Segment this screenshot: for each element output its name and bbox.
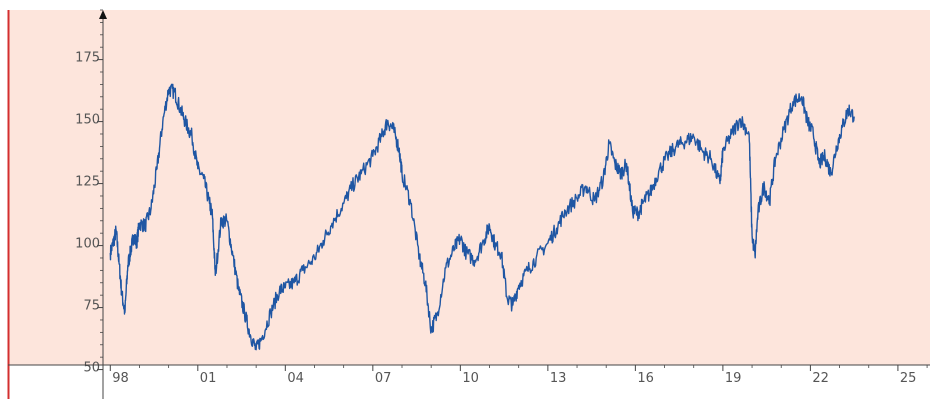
x-tick-label: 25 <box>900 371 917 386</box>
x-tick-label: 01 <box>200 371 217 386</box>
x-tick-label: 13 <box>550 371 567 386</box>
chart-background <box>8 10 930 365</box>
x-tick-label: 04 <box>287 371 304 386</box>
x-tick-label: 19 <box>725 371 742 386</box>
series-line <box>109 83 855 351</box>
x-tick-label: 98 <box>112 371 129 386</box>
y-tick-label: 175 <box>75 51 100 66</box>
y-tick-label: 150 <box>75 113 100 128</box>
x-axis-ticks: 98 01 04 07 10 13 16 19 22 25 <box>109 365 928 386</box>
x-tick-label: 22 <box>812 371 829 386</box>
y-tick-label: 100 <box>75 237 100 252</box>
y-tick-label: 75 <box>83 299 100 314</box>
y-tick-label: 50 <box>83 361 100 376</box>
x-tick-label: 10 <box>462 371 479 386</box>
x-tick-label: 16 <box>637 371 654 386</box>
y-axis-arrowhead <box>99 10 107 19</box>
y-tick-label: 125 <box>75 175 100 190</box>
y-axis-ticks: 50 75 100 125 150 175 <box>75 9 103 376</box>
x-tick-label: 07 <box>375 371 392 386</box>
